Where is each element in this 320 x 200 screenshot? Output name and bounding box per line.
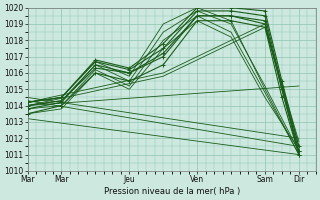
X-axis label: Pression niveau de la mer( hPa ): Pression niveau de la mer( hPa ): [104, 187, 240, 196]
